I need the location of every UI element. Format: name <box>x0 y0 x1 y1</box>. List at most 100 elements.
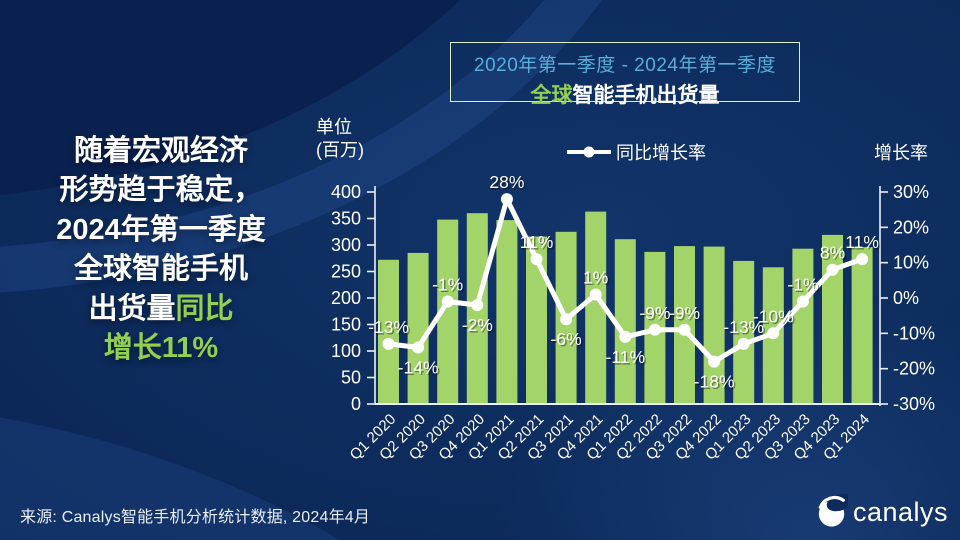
left-axis-title-line1: 单位 <box>316 117 352 137</box>
source-note: 来源: Canalys智能手机分析统计数据, 2024年4月 <box>20 509 371 526</box>
left-axis-tick-label: 250 <box>331 262 361 282</box>
shipments-bar <box>703 246 725 404</box>
growth-label-shadow: -1% <box>434 276 465 296</box>
chart-title-main-green: 全球 <box>530 84 573 107</box>
growth-point <box>619 330 632 343</box>
right-axis-tick-label: -20% <box>893 359 935 379</box>
canalys-sphere-icon <box>818 494 848 527</box>
growth-point <box>796 295 809 308</box>
growth-label-shadow: 28% <box>491 174 526 194</box>
shipments-bar <box>407 252 429 404</box>
shipments-bar <box>378 259 399 404</box>
right-axis-tick-label: 30% <box>893 182 929 202</box>
growth-label: 11% <box>845 232 879 252</box>
growth-point <box>471 299 484 312</box>
growth-label-shadow: -2% <box>463 317 494 337</box>
chart-title-box: 2020年第一季度 - 2024年第一季度 全球智能手机出货量 <box>450 42 800 107</box>
left-axis-title-line2: (百万) <box>316 139 364 160</box>
left-axis-tick-label: 400 <box>331 182 361 202</box>
growth-point <box>678 323 691 336</box>
left-axis-tick-label: 50 <box>341 368 361 388</box>
right-axis-tick-label: 10% <box>893 253 929 273</box>
right-axis-tick-label: 0% <box>893 288 919 308</box>
chart-title-main-white: 智能手机出货量 <box>572 84 720 107</box>
growth-label-shadow: -6% <box>552 331 583 351</box>
growth-label: -9% <box>669 303 700 323</box>
growth-point <box>826 263 839 276</box>
growth-point <box>560 313 573 326</box>
growth-label-shadow: -13% <box>370 318 411 338</box>
chart-title-main: 全球智能手机出货量 <box>451 79 799 109</box>
growth-label: -13% <box>368 317 409 337</box>
headline-line-5-green: 同比 <box>175 292 234 325</box>
chart-title-period: 2020年第一季度 - 2024年第一季度 <box>474 55 776 76</box>
right-axis-tick-label: 20% <box>893 217 929 237</box>
headline-line-5: 出货量同比 <box>16 290 306 329</box>
growth-label: -14% <box>398 357 439 377</box>
right-axis-tick-label: -30% <box>893 394 935 414</box>
growth-point <box>737 337 750 350</box>
growth-label-shadow: -14% <box>399 359 440 379</box>
growth-label: -9% <box>639 303 670 323</box>
growth-label-shadow: -1% <box>789 276 820 296</box>
headline-line-5-white: 出货量 <box>88 292 176 325</box>
growth-point <box>648 323 661 336</box>
left-axis-tick-label: 100 <box>331 341 361 361</box>
growth-label: 1% <box>583 267 608 287</box>
growth-label-shadow: -11% <box>607 348 647 368</box>
legend-label: 同比增长率 <box>616 143 706 163</box>
growth-label: -2% <box>462 315 493 335</box>
growth-point <box>767 327 780 340</box>
left-axis-title: 单位 (百万) <box>316 116 364 161</box>
growth-point <box>382 337 395 350</box>
growth-label: -13% <box>723 317 764 337</box>
growth-label: 28% <box>489 172 524 192</box>
growth-label: -6% <box>551 329 582 349</box>
shipments-bar <box>792 248 814 404</box>
left-axis-tick-label: 200 <box>331 288 361 308</box>
shipments-bar <box>614 239 636 404</box>
canalys-logo: canalys <box>816 494 948 530</box>
headline-line-2: 形势趋于稳定， <box>59 174 263 207</box>
growth-point <box>441 295 454 308</box>
canalys-logo-text: canalys <box>853 496 949 527</box>
shipments-bar <box>526 236 547 404</box>
growth-label-shadow: 8% <box>821 244 846 264</box>
growth-point <box>530 253 543 266</box>
right-axis-tick-label: -10% <box>893 323 935 343</box>
growth-label: 11% <box>520 232 554 252</box>
growth-label: -11% <box>606 347 646 367</box>
growth-label-shadow: -18% <box>695 373 736 393</box>
headline-line-4: 全球智能手机 <box>73 253 248 286</box>
growth-point <box>856 253 869 266</box>
headline-line-6: 增长11% <box>103 332 219 365</box>
growth-label: 8% <box>820 243 845 263</box>
right-axis-title: 增长率 <box>874 143 928 163</box>
headline-line-1: 随着宏观经济 <box>73 135 248 167</box>
growth-label: -1% <box>432 275 463 295</box>
headline-text: 随着宏观经济 形势趋于稳定， 2024年第一季度 全球智能手机 出货量同比 增长… <box>16 132 306 369</box>
growth-label: -18% <box>694 372 735 392</box>
legend: 同比增长率 <box>566 139 706 165</box>
growth-label: -1% <box>787 275 818 295</box>
growth-point <box>708 355 721 368</box>
shipments-bar <box>733 260 755 404</box>
left-axis-tick-label: 350 <box>331 209 361 229</box>
left-axis-tick-label: 300 <box>331 235 361 255</box>
growth-point <box>589 288 602 301</box>
shipments-bar <box>496 220 518 404</box>
growth-label-shadow: -10% <box>754 308 795 328</box>
line-dot-legend-icon <box>567 146 611 158</box>
growth-point <box>500 193 513 206</box>
growth-label-shadow: 1% <box>585 269 610 289</box>
growth-label-shadow: -9% <box>670 304 701 324</box>
growth-label-shadow: -9% <box>641 304 672 324</box>
growth-label: -10% <box>753 306 794 326</box>
left-axis-tick-label: 150 <box>331 315 361 335</box>
headline-line-3: 2024年第一季度 <box>56 213 266 246</box>
growth-point <box>412 341 425 354</box>
left-axis-tick-label: 0 <box>351 394 361 414</box>
growth-label-shadow: -13% <box>725 318 766 338</box>
